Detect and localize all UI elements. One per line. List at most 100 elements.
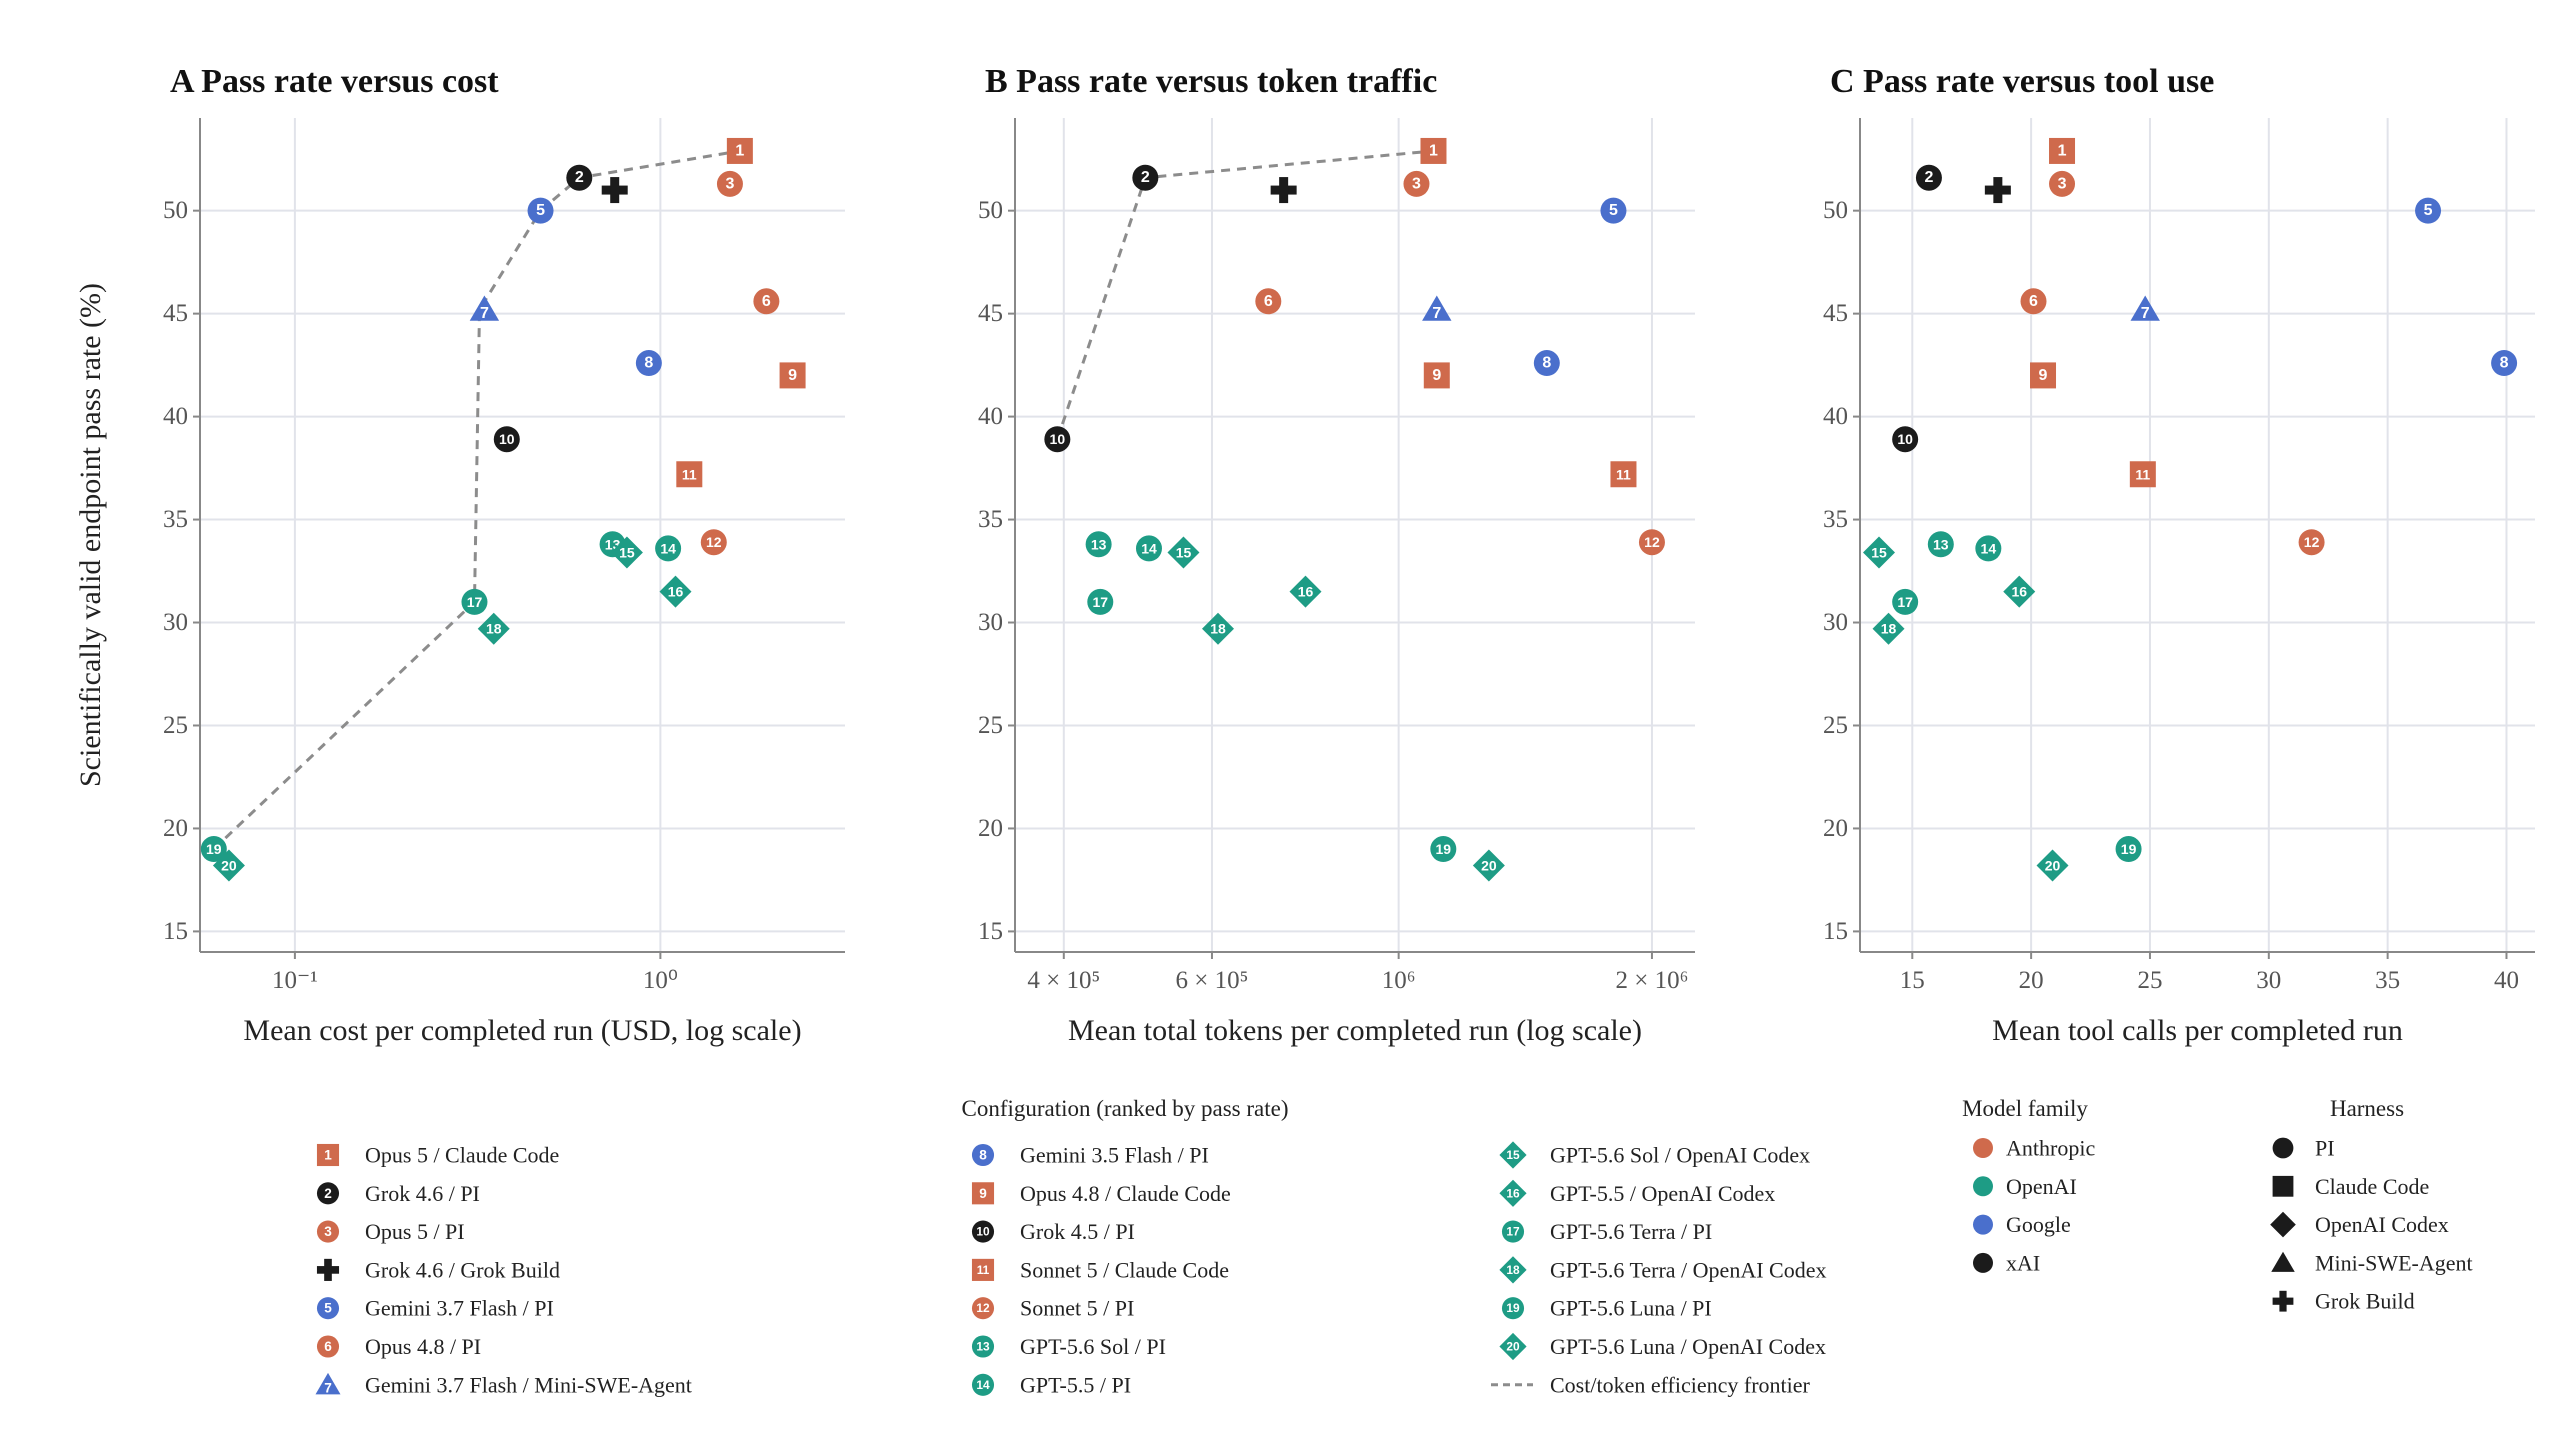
marker-label: 7 bbox=[324, 1381, 332, 1396]
marker-label: 10 bbox=[1050, 431, 1066, 447]
marker-circle bbox=[493, 426, 520, 453]
legend-item-frontier: Cost/token efficiency frontier bbox=[1491, 1372, 1811, 1397]
marker-label: 18 bbox=[486, 621, 502, 637]
point-6: 6 bbox=[1255, 288, 1282, 315]
marker-label: 13 bbox=[976, 1340, 990, 1354]
marker-label: 2 bbox=[575, 169, 584, 186]
point-15: 15 bbox=[610, 536, 643, 569]
marker-square bbox=[779, 362, 806, 389]
marker-label: 5 bbox=[536, 202, 545, 219]
legend-item-6: 6 Opus 4.8 / PI bbox=[316, 1334, 481, 1359]
legend-family-title: Model family bbox=[1962, 1096, 2088, 1121]
x-tick-label: 2 × 10⁶ bbox=[1616, 967, 1689, 994]
legend-label: Gemini 3.5 Flash / PI bbox=[1020, 1143, 1209, 1168]
marker-circle bbox=[1600, 197, 1627, 224]
legend-marker: 14 bbox=[971, 1373, 995, 1396]
point-18: 18 bbox=[477, 612, 510, 645]
marker-label: 7 bbox=[480, 305, 489, 322]
legend-family-dot bbox=[1973, 1176, 1993, 1197]
marker-circle bbox=[971, 1297, 995, 1320]
marker-label: 17 bbox=[1897, 594, 1913, 610]
point-3: 3 bbox=[2049, 170, 2076, 197]
marker-label: 1 bbox=[1429, 142, 1438, 159]
marker-label: 9 bbox=[788, 367, 797, 384]
point-2: 2 bbox=[566, 164, 593, 191]
y-tick-label: 50 bbox=[1823, 197, 1848, 224]
marker-square bbox=[1420, 137, 1447, 164]
y-tick-label: 15 bbox=[978, 918, 1003, 945]
legend-harness-cross: Grok Build bbox=[2272, 1289, 2415, 1314]
marker-triangle bbox=[315, 1372, 341, 1395]
marker-square bbox=[971, 1258, 995, 1281]
marker-label: 2 bbox=[324, 1186, 332, 1201]
legend-harness-shape bbox=[2271, 1251, 2295, 1272]
marker-diamond bbox=[1167, 536, 1200, 569]
legend-label: GPT-5.5 / OpenAI Codex bbox=[1550, 1181, 1775, 1206]
marker-label: 20 bbox=[1506, 1340, 1520, 1354]
marker-triangle bbox=[2271, 1251, 2295, 1272]
point-6: 6 bbox=[753, 288, 780, 315]
marker-diamond bbox=[477, 612, 510, 645]
legend-marker: 15 bbox=[1499, 1141, 1527, 1169]
marker-label: 1 bbox=[324, 1148, 332, 1163]
marker-circle bbox=[2415, 197, 2442, 224]
legend-item-16: 16 GPT-5.5 / OpenAI Codex bbox=[1499, 1179, 1775, 1207]
marker-label: 1 bbox=[735, 142, 744, 159]
legend-label: xAI bbox=[2006, 1250, 2040, 1275]
point-13: 13 bbox=[1085, 531, 1112, 558]
legend-marker: 18 bbox=[1499, 1256, 1527, 1284]
legend-item-15: 15 GPT-5.6 Sol / OpenAI Codex bbox=[1499, 1141, 1810, 1169]
legend-label: Sonnet 5 / PI bbox=[1020, 1296, 1134, 1321]
y-axis-label: Scientifically valid endpoint pass rate … bbox=[74, 283, 107, 787]
legend-marker: 12 bbox=[971, 1297, 995, 1320]
point-12: 12 bbox=[1638, 529, 1665, 556]
marker-label: 3 bbox=[324, 1224, 332, 1239]
point-5: 5 bbox=[1600, 197, 1627, 224]
marker-label: 1 bbox=[2058, 142, 2067, 159]
legend-marker: 13 bbox=[971, 1335, 995, 1358]
point-16: 16 bbox=[659, 575, 692, 608]
marker-circle bbox=[2115, 836, 2142, 863]
y-tick-label: 40 bbox=[163, 403, 188, 430]
marker-label: 5 bbox=[2424, 202, 2433, 219]
legend-label: Opus 5 / PI bbox=[365, 1219, 465, 1244]
legend-marker: 17 bbox=[1501, 1220, 1525, 1243]
marker-label: 10 bbox=[976, 1225, 990, 1239]
marker-label: 8 bbox=[644, 355, 653, 372]
point-6: 6 bbox=[2020, 288, 2047, 315]
legend-label: Google bbox=[2006, 1212, 2071, 1237]
marker-label: 5 bbox=[324, 1301, 332, 1316]
legend-label: GPT-5.6 Terra / OpenAI Codex bbox=[1550, 1257, 1826, 1282]
marker-circle bbox=[200, 836, 227, 863]
marker-triangle bbox=[469, 295, 500, 321]
legend-family-google: Google bbox=[1973, 1212, 2071, 1237]
legend-family-openai: OpenAI bbox=[1973, 1174, 2077, 1199]
legend-label: Grok 4.6 / Grok Build bbox=[365, 1257, 560, 1282]
marker-circle bbox=[2272, 1137, 2294, 1159]
marker-label: 3 bbox=[2058, 175, 2067, 192]
point-9: 9 bbox=[1423, 362, 1450, 389]
y-tick-label: 45 bbox=[978, 300, 1003, 327]
point-11: 11 bbox=[1610, 461, 1637, 488]
legend-label: Opus 5 / Claude Code bbox=[365, 1143, 559, 1168]
marker-circle bbox=[1403, 170, 1430, 197]
y-tick-label: 35 bbox=[978, 506, 1003, 533]
y-tick-label: 35 bbox=[163, 506, 188, 533]
marker-label: 20 bbox=[2045, 858, 2061, 874]
marker-circle bbox=[1892, 588, 1919, 615]
point-20: 20 bbox=[1472, 849, 1505, 882]
marker-label: 18 bbox=[1210, 621, 1226, 637]
y-tick-label: 50 bbox=[163, 197, 188, 224]
marker-diamond bbox=[2003, 575, 2036, 608]
legend-item-9: 9 Opus 4.8 / Claude Code bbox=[971, 1181, 1231, 1206]
y-tick-label: 35 bbox=[1823, 506, 1848, 533]
x-tick-label: 10⁻¹ bbox=[272, 967, 318, 994]
marker-label: 19 bbox=[1506, 1301, 1520, 1315]
marker-label: 13 bbox=[1091, 536, 1107, 552]
marker-circle bbox=[461, 588, 488, 615]
legend-label: OpenAI Codex bbox=[2315, 1212, 2449, 1237]
efficiency-frontier-line bbox=[1055, 149, 1434, 440]
marker-circle bbox=[716, 170, 743, 197]
